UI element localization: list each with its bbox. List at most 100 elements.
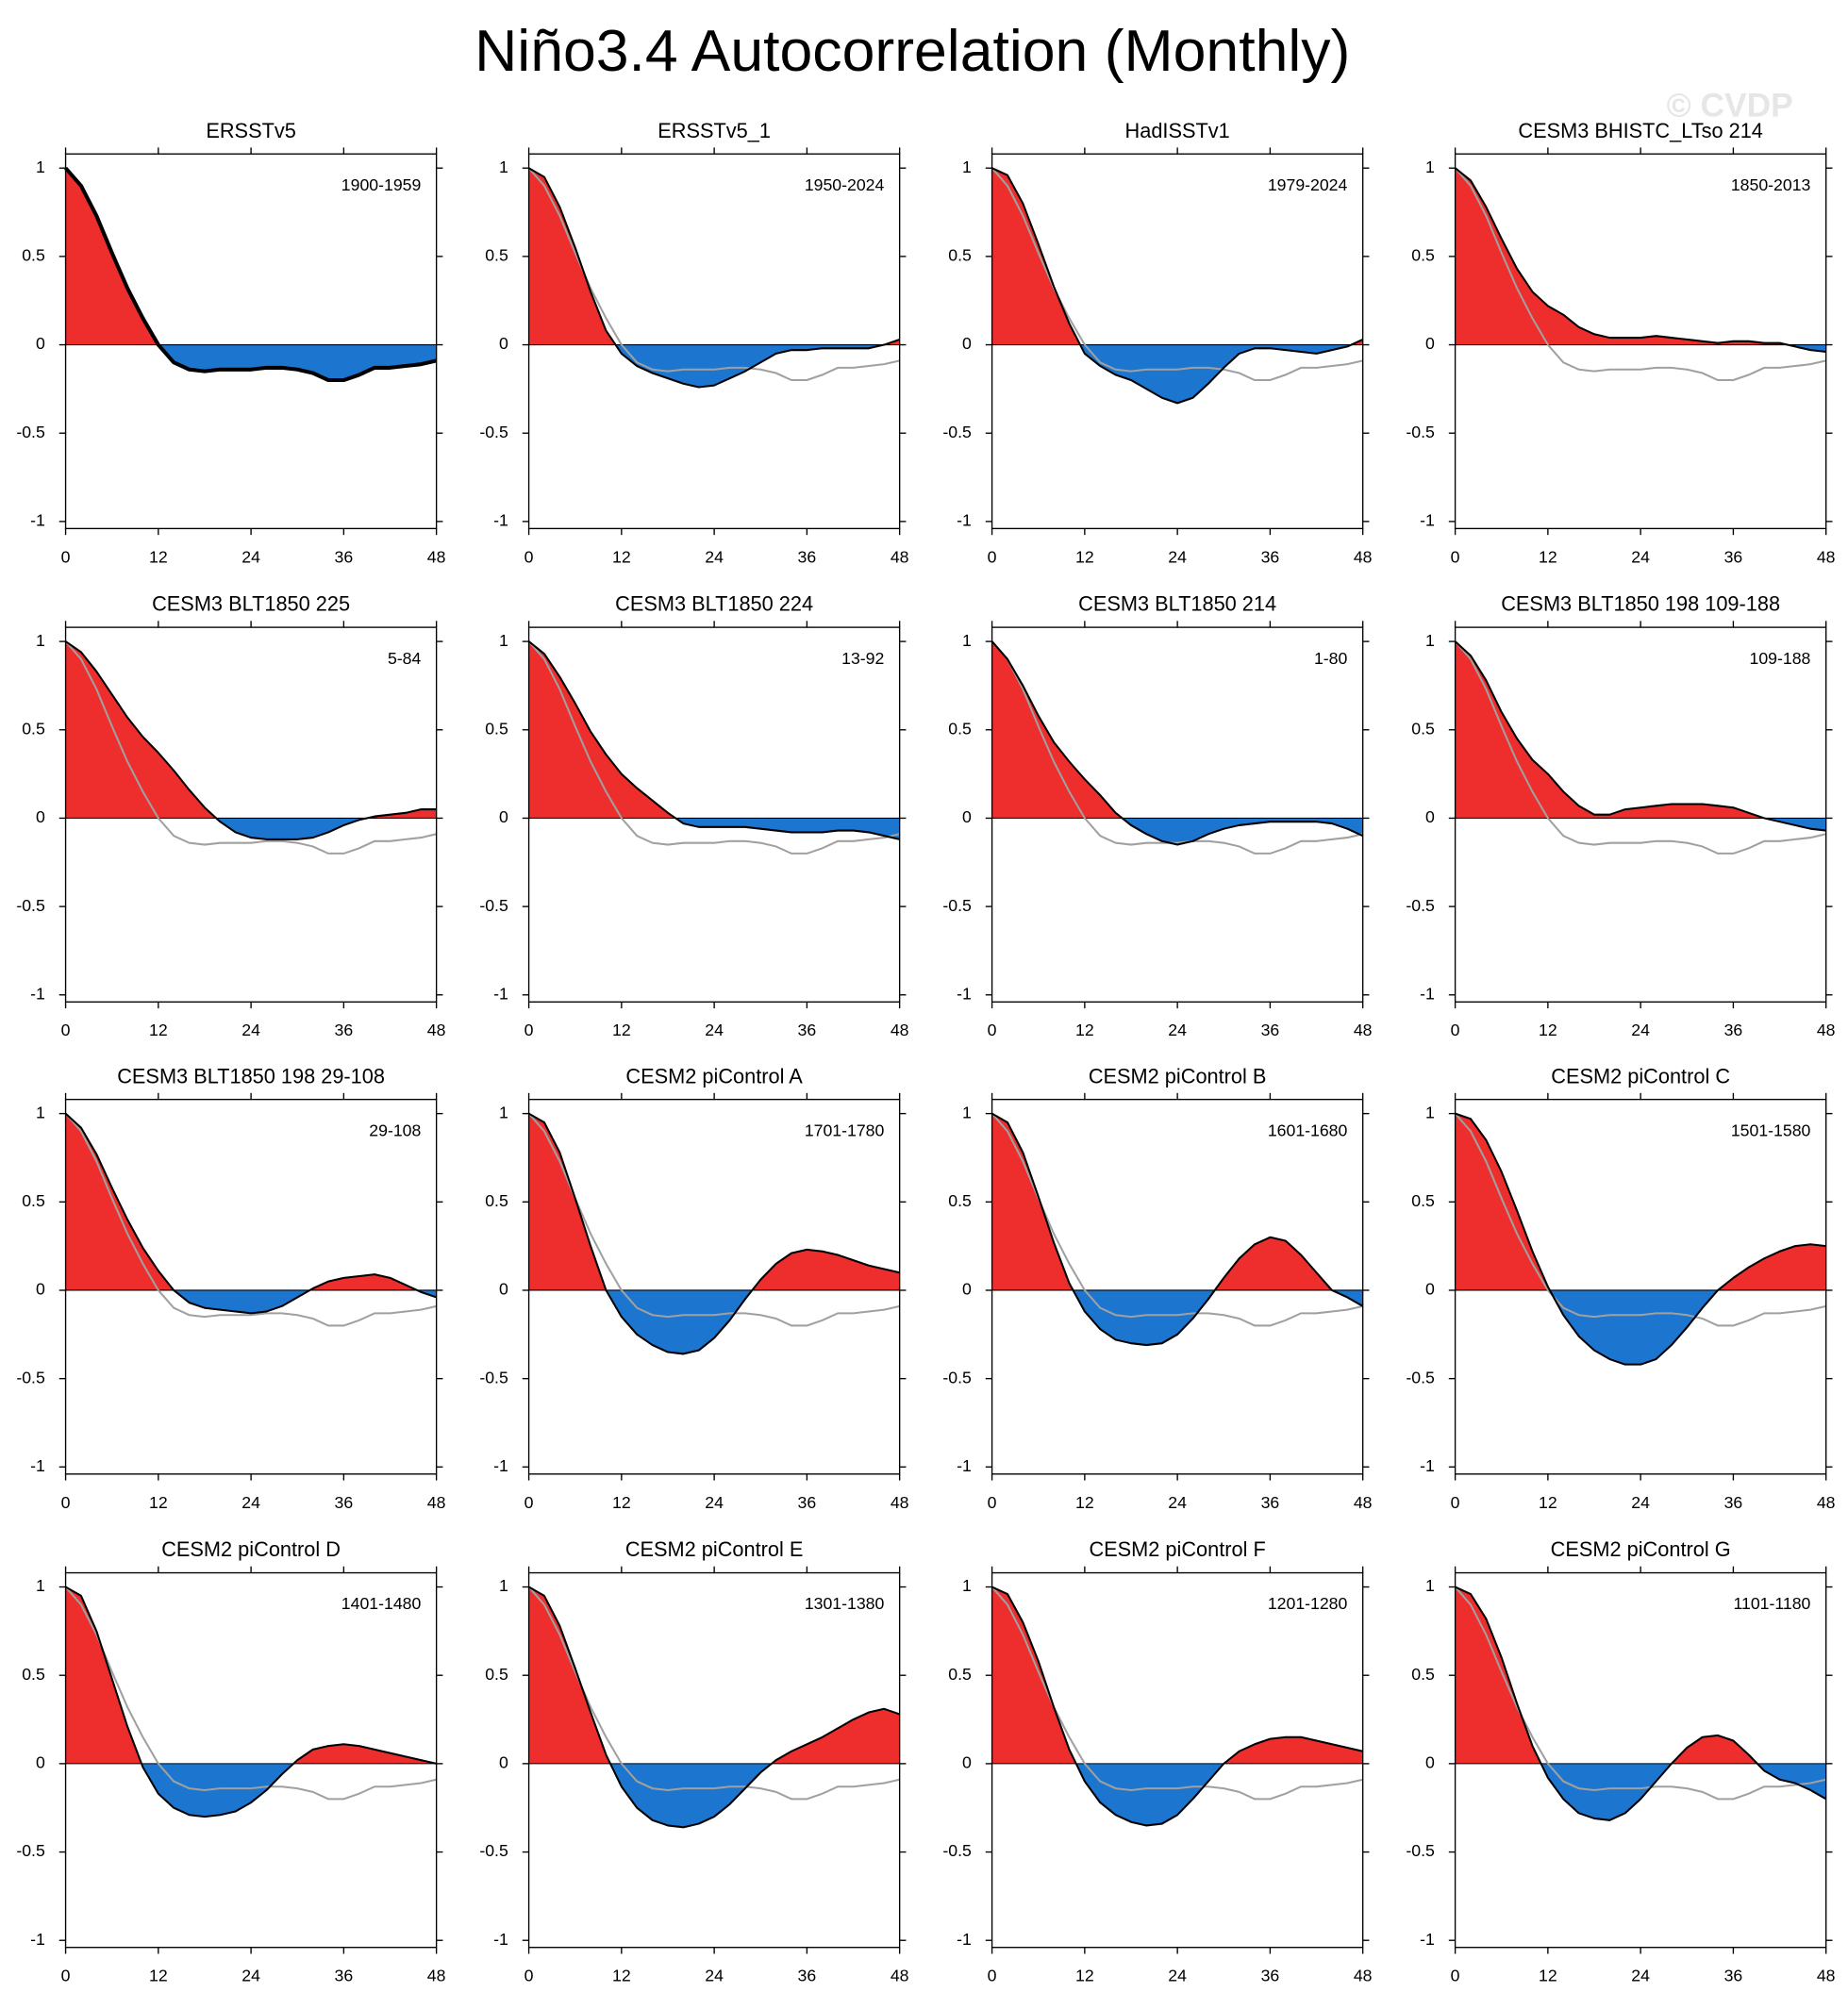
negative-area: [1455, 818, 1826, 831]
period-label: 1601-1680: [1268, 1121, 1348, 1139]
reference-line: [991, 1112, 1363, 1327]
panel-title: CESM2 piControl E: [625, 1537, 804, 1561]
x-tick-label: 36: [335, 1967, 354, 1985]
x-tick-label: 36: [335, 547, 354, 566]
x-tick-label: 24: [1168, 1021, 1187, 1039]
negative-area: [610, 1763, 772, 1828]
positive-area: [1455, 168, 1788, 345]
positive-area: [1455, 1113, 1826, 1290]
x-tick-label: 48: [1817, 547, 1836, 566]
panel: 1 0.5 0 -0.5 -1 0 12 24 36 48 CESM3 BLT1850 198 10…: [1406, 592, 1835, 1039]
x-tick-label: 24: [705, 547, 724, 566]
panel: 1 0.5 0 -0.5 -1 0 12 24 36 48 ERSSTv5 1900-1959: [16, 119, 445, 566]
panel: 1 0.5 0 -0.5 -1 0 12 24 36 48 ERSSTv5_1 1950-2024: [479, 119, 908, 566]
reference-line: [1454, 640, 1826, 855]
reference-line: [527, 1112, 900, 1327]
x-tick-label: 12: [612, 1493, 631, 1512]
positive-area: [1455, 1586, 1826, 1764]
acf-line: [527, 640, 900, 840]
acf-line: [64, 166, 438, 383]
y-tick-label: 0.5: [485, 1191, 508, 1210]
y-tick-label: 0: [962, 334, 972, 353]
panel: 1 0.5 0 -0.5 -1 0 12 24 36 48 CESM2 piControl D 140…: [16, 1537, 445, 1984]
x-tick-label: 0: [61, 547, 71, 566]
panel: 1 0.5 0 -0.5 -1 0 12 24 36 48 CESM3 BLT1850 224 13-…: [479, 592, 908, 1039]
x-tick-label: 12: [149, 1021, 168, 1039]
y-tick-label: 0.5: [1411, 246, 1435, 265]
y-tick-label: -0.5: [479, 896, 508, 915]
x-tick-label: 36: [335, 1021, 354, 1039]
y-tick-label: 0: [36, 807, 45, 826]
period-label: 1101-1180: [1733, 1594, 1810, 1613]
x-tick-label: 12: [1539, 547, 1557, 566]
positive-area: [528, 1586, 900, 1764]
x-tick-label: 48: [427, 1967, 446, 1985]
y-tick-label: -0.5: [479, 1368, 508, 1386]
reference-line: [991, 640, 1363, 855]
y-tick-label: 0.5: [485, 246, 508, 265]
period-label: 109-188: [1750, 649, 1811, 668]
y-tick-label: 0.5: [948, 1665, 972, 1684]
panel-title: HadISSTv1: [1125, 119, 1230, 142]
negative-area: [991, 818, 1363, 845]
y-tick-label: 1: [1425, 158, 1435, 176]
x-tick-label: 24: [705, 1021, 724, 1039]
x-tick-label: 0: [61, 1967, 71, 1985]
y-tick-label: 1: [36, 631, 45, 650]
x-tick-label: 0: [988, 547, 997, 566]
y-tick-label: 0: [499, 334, 508, 353]
positive-area: [991, 1113, 1363, 1290]
x-tick-label: 36: [798, 1021, 817, 1039]
negative-area: [1073, 1289, 1363, 1346]
y-tick-label: -0.5: [479, 423, 508, 441]
x-tick-label: 24: [705, 1967, 724, 1985]
x-tick-label: 0: [988, 1967, 997, 1985]
panel: 1 0.5 0 -0.5 -1 0 12 24 36 48 CESM3 BLT1850 198 29…: [16, 1064, 445, 1511]
watermark: © CVDP: [1667, 88, 1793, 125]
acf-line: [1455, 1112, 1826, 1366]
y-tick-label: -0.5: [942, 423, 972, 441]
y-tick-label: 1: [1425, 1103, 1435, 1121]
acf-line: [528, 1586, 900, 1829]
positive-area: [65, 1113, 437, 1290]
reference-line: [527, 640, 900, 855]
x-tick-label: 12: [1539, 1493, 1557, 1512]
x-tick-label: 12: [1075, 1021, 1094, 1039]
x-tick-label: 12: [1075, 1493, 1094, 1512]
y-tick-label: 0.5: [948, 719, 972, 738]
x-tick-label: 48: [427, 1493, 446, 1512]
y-tick-label: 0: [962, 1280, 972, 1299]
x-tick-label: 24: [241, 1493, 260, 1512]
reference-line: [64, 1112, 437, 1327]
x-tick-label: 48: [1817, 1493, 1836, 1512]
x-tick-label: 36: [1261, 547, 1280, 566]
x-tick-label: 0: [524, 1967, 534, 1985]
y-tick-label: 0.5: [485, 1665, 508, 1684]
x-tick-label: 36: [1261, 1021, 1280, 1039]
y-tick-label: -0.5: [1406, 1368, 1435, 1386]
y-tick-label: -0.5: [942, 1841, 972, 1860]
x-tick-label: 36: [798, 547, 817, 566]
figure-title: Niño3.4 Autocorrelation (Monthly): [474, 18, 1350, 84]
y-tick-label: 1: [36, 1103, 45, 1121]
acf-line: [1455, 1586, 1827, 1821]
y-tick-label: 0.5: [1411, 719, 1435, 738]
x-tick-label: 48: [891, 1021, 909, 1039]
x-tick-label: 24: [1168, 1967, 1187, 1985]
x-tick-label: 0: [524, 1021, 534, 1039]
x-tick-label: 36: [335, 1493, 354, 1512]
y-tick-label: 0: [36, 334, 45, 353]
negative-area: [142, 1763, 294, 1818]
panel-title: CESM2 piControl B: [1089, 1064, 1267, 1088]
negative-area: [174, 1289, 437, 1314]
negative-area: [65, 818, 437, 839]
negative-area: [1075, 1763, 1224, 1826]
period-label: 1-80: [1314, 649, 1348, 668]
panel-title: ERSSTv5_1: [658, 119, 771, 142]
acf-line: [1454, 640, 1826, 832]
x-tick-label: 12: [1075, 1967, 1094, 1985]
reference-line: [1454, 167, 1826, 382]
x-tick-label: 48: [1817, 1967, 1836, 1985]
panel: 1 0.5 0 -0.5 -1 0 12 24 36 48 CESM3 BHISTC_LTso 21…: [1406, 119, 1835, 566]
panel-title: CESM2 piControl D: [161, 1537, 341, 1561]
